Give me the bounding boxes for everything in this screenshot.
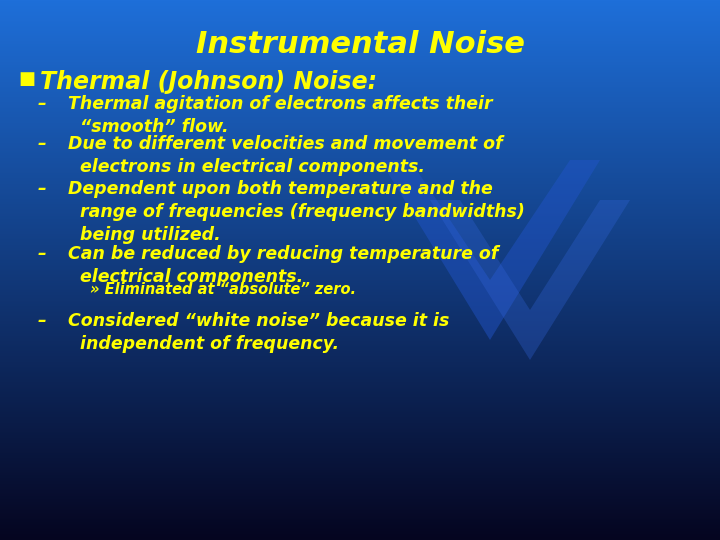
- Text: Instrumental Noise: Instrumental Noise: [196, 30, 524, 59]
- Text: –: –: [38, 312, 47, 330]
- Text: –: –: [38, 135, 47, 153]
- Text: –: –: [38, 95, 47, 113]
- Text: Thermal agitation of electrons affects their
  “smooth” flow.: Thermal agitation of electrons affects t…: [68, 95, 492, 136]
- Text: Thermal (Johnson) Noise:: Thermal (Johnson) Noise:: [40, 70, 377, 94]
- Polygon shape: [430, 200, 630, 360]
- Text: ■: ■: [18, 70, 35, 88]
- Polygon shape: [380, 160, 600, 340]
- Text: Dependent upon both temperature and the
  range of frequencies (frequency bandwi: Dependent upon both temperature and the …: [68, 180, 525, 244]
- Text: Considered “white noise” because it is
  independent of frequency.: Considered “white noise” because it is i…: [68, 312, 449, 353]
- Text: Can be reduced by reducing temperature of
  electrical components.: Can be reduced by reducing temperature o…: [68, 245, 498, 286]
- Text: Due to different velocities and movement of
  electrons in electrical components: Due to different velocities and movement…: [68, 135, 503, 176]
- Text: –: –: [38, 245, 47, 263]
- Text: » Eliminated at “absolute” zero.: » Eliminated at “absolute” zero.: [90, 282, 356, 297]
- Text: –: –: [38, 180, 47, 198]
